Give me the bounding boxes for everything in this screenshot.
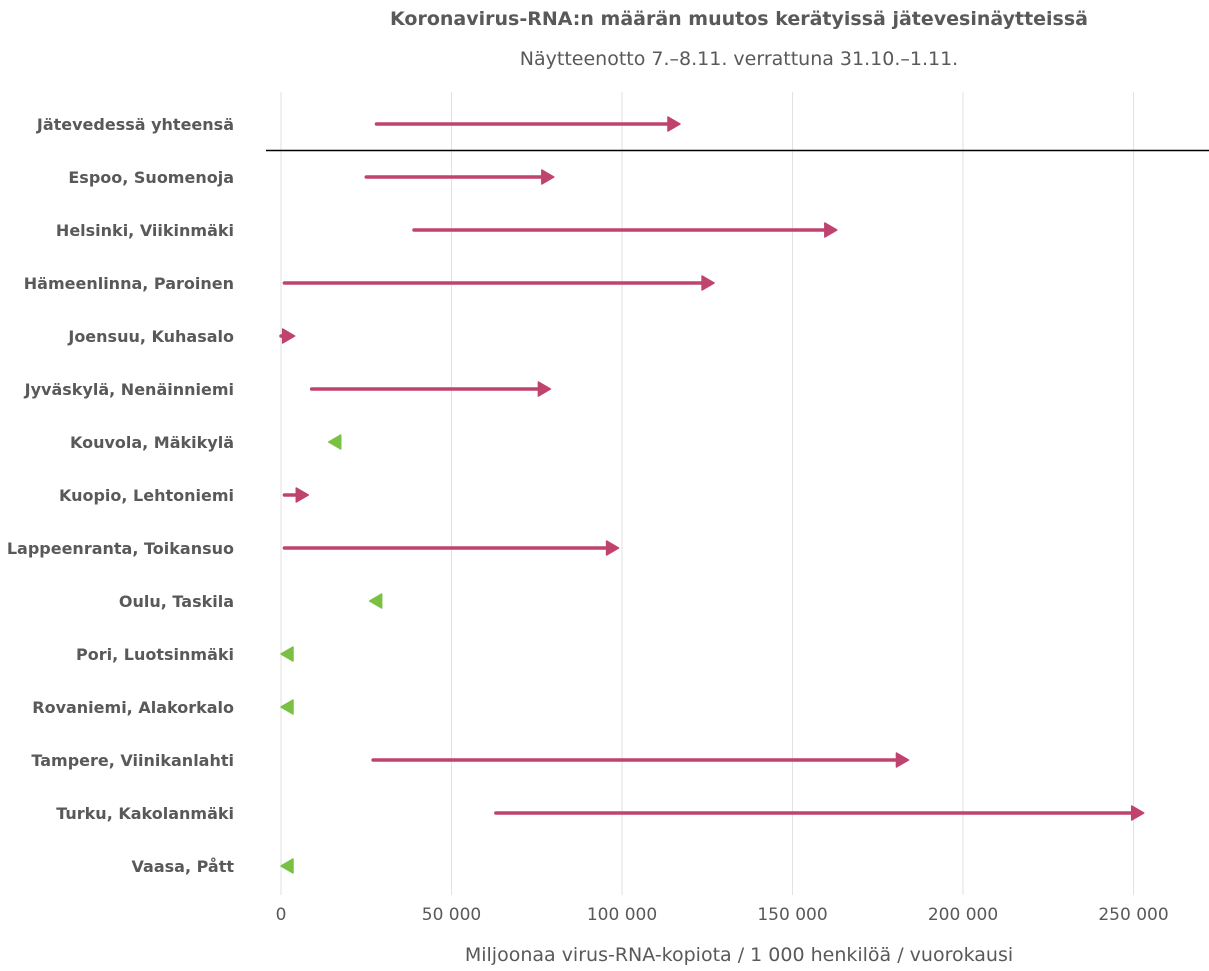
x-tick-label: 200 000	[928, 905, 998, 925]
chart-subtitle: Näytteenotto 7.–8.11. verrattuna 31.10.–…	[519, 48, 959, 70]
decrease-arrowhead	[327, 434, 342, 450]
increase-arrowhead	[605, 540, 620, 556]
category-label: Joensuu, Kuhasalo	[67, 327, 234, 346]
increase-arrowhead	[541, 169, 555, 185]
x-tick-label: 100 000	[587, 905, 657, 925]
increase-arrowhead	[895, 752, 910, 768]
chart-title: Koronavirus-RNA:n määrän muutos kerätyis…	[390, 8, 1088, 30]
x-tick-label: 150 000	[757, 905, 827, 925]
category-label: Jyväskylä, Nenäinniemi	[24, 380, 234, 399]
category-label: Espoo, Suomenoja	[68, 168, 234, 187]
decrease-arrowhead	[280, 858, 294, 874]
category-label: Jätevedessä yhteensä	[36, 115, 234, 134]
increase-arrowhead	[281, 328, 296, 344]
category-label: Vaasa, Pått	[132, 857, 235, 876]
increase-arrowhead	[1130, 805, 1145, 821]
decrease-arrowhead	[280, 699, 294, 715]
increase-arrowhead	[824, 222, 838, 238]
category-label: Pori, Luotsinmäki	[76, 645, 234, 664]
category-label: Helsinki, Viikinmäki	[56, 221, 234, 240]
decrease-arrowhead	[280, 646, 294, 662]
x-tick-label: 50 000	[422, 905, 481, 925]
x-tick-label: 0	[276, 905, 287, 925]
decrease-arrowhead	[368, 593, 383, 609]
category-label: Rovaniemi, Alakorkalo	[32, 698, 234, 717]
category-label: Lappeenranta, Toikansuo	[7, 539, 234, 558]
x-tick-label: 250 000	[1098, 905, 1168, 925]
increase-arrowhead	[537, 381, 552, 397]
category-label: Kouvola, Mäkikylä	[70, 433, 234, 452]
category-label: Oulu, Taskila	[119, 592, 234, 611]
x-axis-title: Miljoonaa virus-RNA-kopiota / 1 000 henk…	[464, 944, 1014, 966]
category-label: Turku, Kakolanmäki	[56, 804, 234, 823]
increase-arrowhead	[667, 116, 681, 132]
category-label: Kuopio, Lehtoniemi	[59, 486, 234, 505]
increase-arrowhead	[701, 275, 715, 291]
increase-arrowhead	[295, 487, 310, 503]
category-label: Hämeenlinna, Paroinen	[24, 274, 234, 293]
category-label: Tampere, Viinikanlahti	[31, 751, 234, 770]
